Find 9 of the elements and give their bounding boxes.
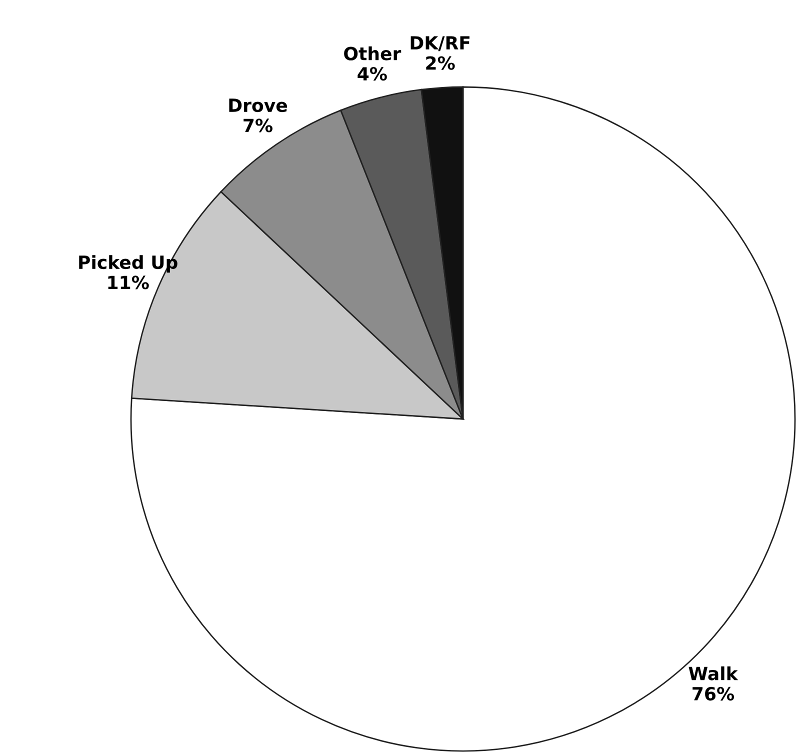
slice-label: DK/RF <box>410 36 470 52</box>
slice-label: Walk <box>688 666 738 680</box>
data-label: 76% <box>692 686 734 701</box>
slice-label: Other <box>344 46 402 60</box>
slice-label: Drove <box>229 98 288 112</box>
data-label: 2% <box>426 56 455 70</box>
data-label: 11% <box>108 276 149 290</box>
data-label: 4% <box>358 66 387 81</box>
data-label: 7% <box>244 118 272 132</box>
